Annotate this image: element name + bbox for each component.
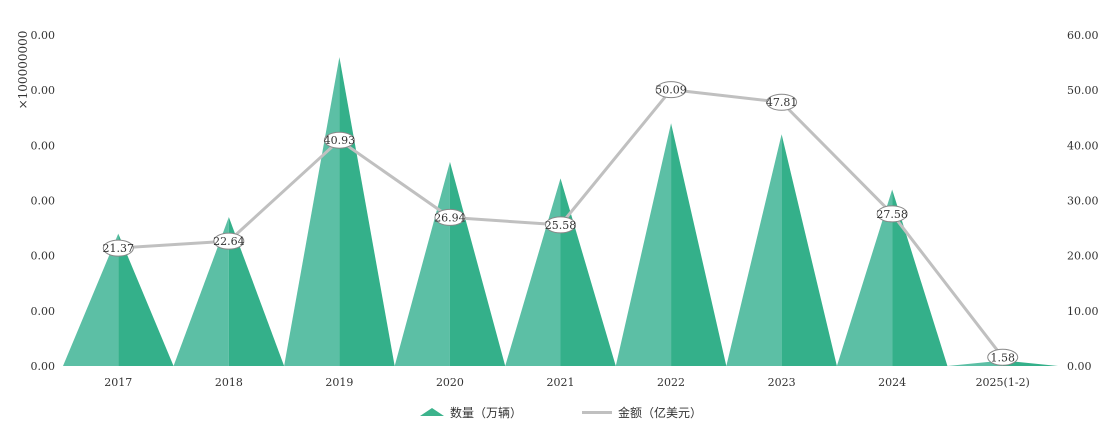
triangle-bar-left-face bbox=[394, 161, 450, 366]
data-labels: 21.37 22.64 40.93 26.94 25.58 50.09 47.81 27.58… bbox=[102, 81, 1019, 366]
x-axis: 2017 2018 2019 2020 2021 2022 2023 2024 2025(1-2… bbox=[104, 376, 1030, 389]
triangle-bar-left-face bbox=[615, 123, 672, 367]
data-label: 21.37 bbox=[102, 239, 135, 257]
triangle-bar-right-face bbox=[671, 123, 727, 367]
x-tick-label: 2023 bbox=[768, 376, 796, 389]
x-tick-label: 2019 bbox=[325, 376, 353, 389]
triangle-bar-right-face bbox=[892, 189, 948, 366]
right-tick-label: 60.00 bbox=[1067, 29, 1099, 42]
triangle-bar-right-face bbox=[560, 178, 616, 366]
triangle-bar-left-face bbox=[173, 217, 229, 366]
triangle-bar-right-face bbox=[118, 233, 174, 366]
x-tick-label: 2018 bbox=[215, 376, 243, 389]
triangle-bar-left-face bbox=[505, 178, 561, 366]
right-tick-label: 30.00 bbox=[1067, 195, 1099, 208]
legend-label-quantity: 数量（万辆） bbox=[450, 405, 523, 420]
data-label-text: 40.93 bbox=[324, 134, 356, 147]
right-tick-label: 0.00 bbox=[1067, 360, 1092, 373]
data-label-text: 50.09 bbox=[655, 84, 687, 97]
triangle-bar-left-face bbox=[284, 57, 340, 367]
data-label-text: 1.58 bbox=[990, 351, 1015, 364]
data-label-bubble bbox=[987, 348, 1019, 366]
data-label-text: 22.64 bbox=[213, 235, 245, 248]
data-label-text: 25.58 bbox=[545, 219, 577, 232]
data-label: 22.64 bbox=[213, 232, 245, 250]
triangle-bar bbox=[284, 57, 395, 367]
bars-series bbox=[63, 57, 1058, 367]
left-axis: 0.000.000.000.000.000.000.00×100000000 bbox=[16, 29, 55, 373]
data-label-bubble bbox=[655, 81, 687, 99]
x-tick-label: 2020 bbox=[436, 376, 464, 389]
data-label-bubble bbox=[766, 93, 798, 111]
data-label-bubble bbox=[102, 239, 134, 257]
left-tick-label: 0.00 bbox=[31, 360, 56, 373]
x-tick-label: 2024 bbox=[878, 376, 906, 389]
data-label-bubble bbox=[876, 205, 908, 223]
triangle-swatch-icon bbox=[420, 408, 444, 416]
data-label-text: 27.58 bbox=[876, 208, 908, 221]
data-label-bubble bbox=[323, 131, 355, 149]
triangle-bar bbox=[173, 217, 285, 366]
triangle-bar bbox=[505, 178, 616, 366]
triangle-bar bbox=[947, 360, 1058, 366]
data-label-bubble bbox=[545, 216, 576, 234]
triangle-bar-right-face bbox=[449, 161, 506, 366]
triangle-bar-left-face bbox=[947, 360, 1003, 366]
triangle-bar-right-face bbox=[339, 57, 395, 367]
data-label-text: 47.81 bbox=[766, 96, 798, 109]
right-tick-label: 10.00 bbox=[1067, 305, 1099, 318]
x-tick-label: 2022 bbox=[657, 376, 685, 389]
left-tick-label: 0.00 bbox=[31, 84, 56, 97]
left-tick-label: 0.00 bbox=[31, 250, 56, 263]
triangle-bar bbox=[63, 233, 174, 366]
right-axis: 0.00 10.00 20.00 30.00 40.00 50.00 60.00 bbox=[1067, 29, 1099, 373]
triangle-bar-left-face bbox=[726, 134, 782, 366]
data-label: 50.09 bbox=[655, 81, 687, 99]
right-tick-label: 50.00 bbox=[1067, 84, 1099, 97]
legend-item-amount[interactable]: 金额（亿美元） bbox=[582, 402, 702, 422]
triangle-bar-right-face bbox=[781, 134, 837, 366]
x-tick-label: 2017 bbox=[104, 376, 132, 389]
triangle-bar-right-face bbox=[1002, 360, 1058, 366]
data-label: 27.58 bbox=[876, 205, 908, 223]
triangle-bar bbox=[615, 123, 727, 367]
data-label: 40.93 bbox=[323, 131, 356, 149]
data-label: 25.58 bbox=[545, 216, 577, 234]
triangle-bar bbox=[726, 134, 837, 366]
data-label-text: 26.94 bbox=[434, 211, 466, 224]
legend-item-quantity[interactable]: 数量（万辆） bbox=[420, 402, 522, 422]
triangle-bar-right-face bbox=[228, 217, 285, 366]
left-tick-label: 0.00 bbox=[31, 139, 56, 152]
triangle-bar-left-face bbox=[836, 189, 893, 366]
triangle-bar-left-face bbox=[63, 233, 119, 366]
x-tick-label: 2021 bbox=[547, 376, 575, 389]
left-tick-label: 0.00 bbox=[31, 305, 56, 318]
data-label-bubble bbox=[213, 232, 245, 250]
legend-label-amount: 金额（亿美元） bbox=[618, 405, 703, 420]
triangle-bar bbox=[394, 161, 506, 366]
data-label: 26.94 bbox=[434, 208, 466, 226]
left-axis-multiplier: ×100000000 bbox=[16, 31, 30, 110]
right-tick-label: 20.00 bbox=[1067, 250, 1099, 263]
triangle-bar bbox=[836, 189, 948, 366]
data-label-text: 21.37 bbox=[103, 242, 135, 255]
data-label-bubble bbox=[434, 208, 466, 226]
left-tick-label: 0.00 bbox=[31, 29, 56, 42]
x-tick-label: 2025(1-2) bbox=[976, 376, 1030, 389]
data-label: 47.81 bbox=[766, 93, 798, 111]
data-label: 1.58 bbox=[987, 348, 1019, 366]
right-tick-label: 40.00 bbox=[1067, 139, 1099, 152]
line-swatch-icon bbox=[582, 410, 612, 414]
left-tick-label: 0.00 bbox=[31, 195, 56, 208]
